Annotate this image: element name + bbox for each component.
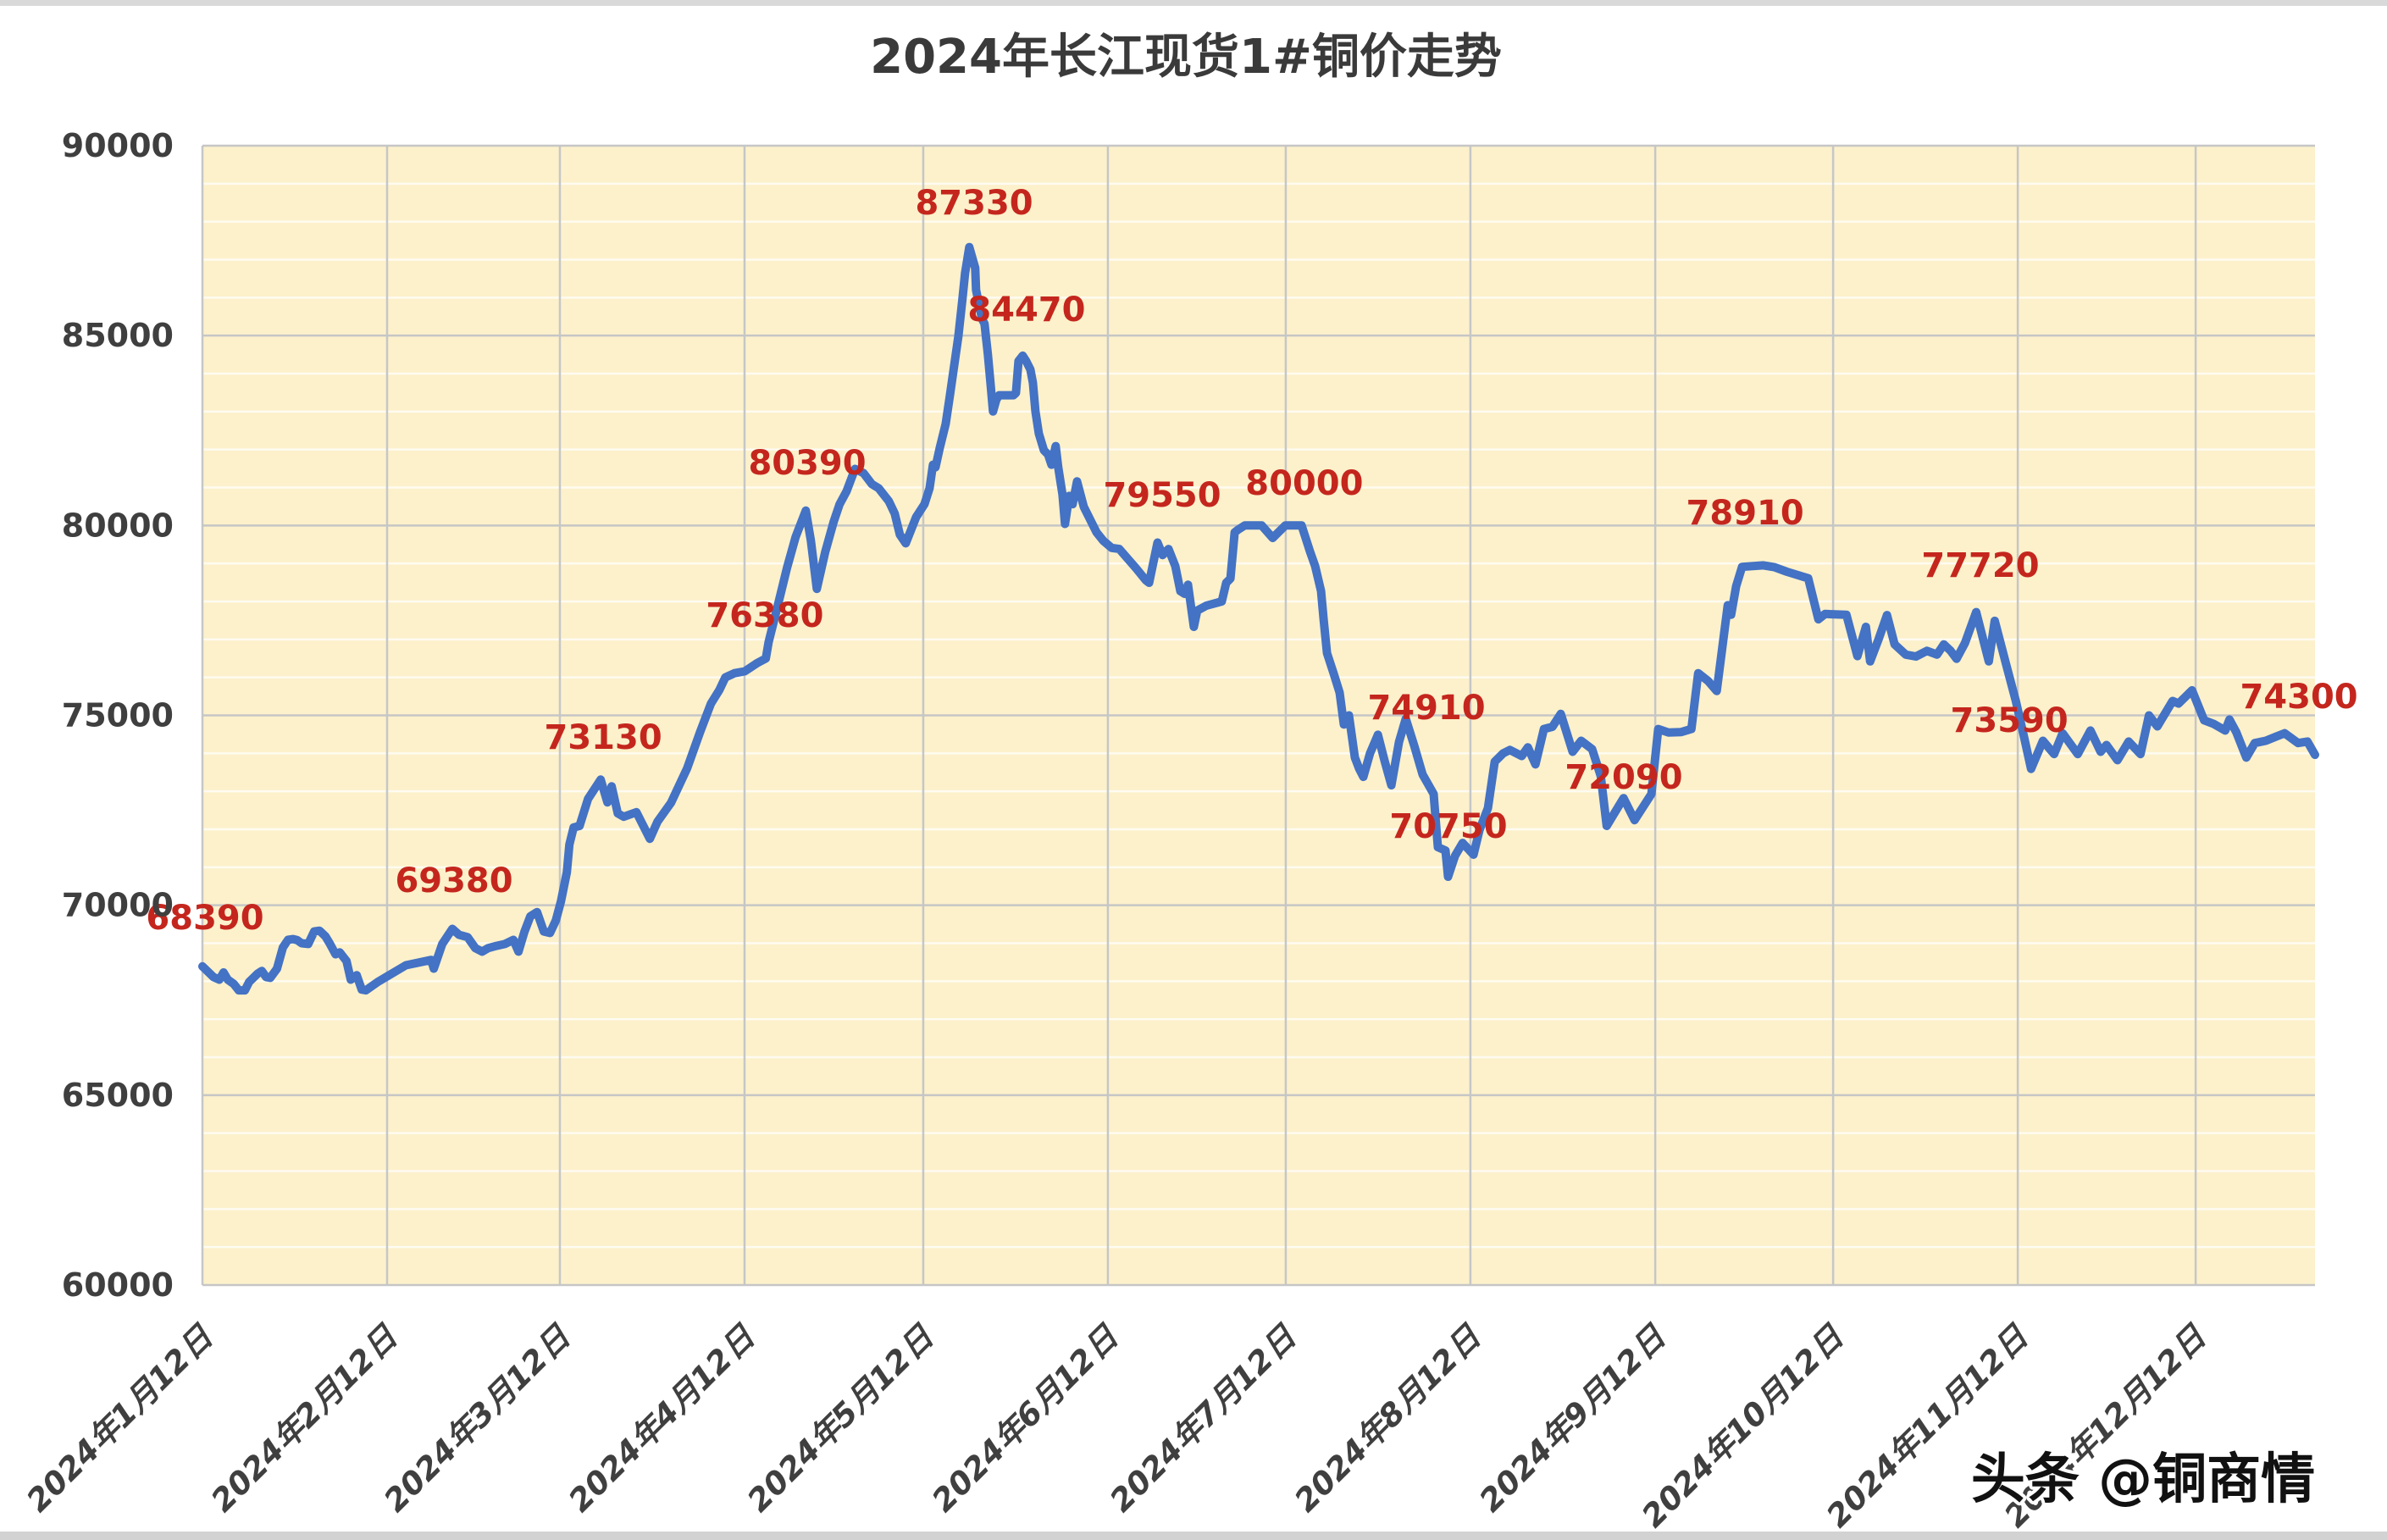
data-label: 76380 [706,596,823,635]
data-label: 70750 [1389,807,1507,846]
x-axis-tick-label: 2024年1月12日 [19,1318,221,1520]
data-label: 87330 [915,184,1033,223]
data-label: 77720 [1921,546,2039,585]
data-label: 80390 [748,444,866,483]
data-label: 79550 [1103,476,1221,515]
x-axis-tick-label: 2024年5月12日 [740,1318,942,1520]
x-axis-tick-label: 2024年9月12日 [1472,1318,1674,1520]
y-axis-tick-label: 90000 [62,127,174,164]
gridlines [201,144,2315,1287]
data-label: 68390 [146,899,263,938]
price-series [198,242,2319,995]
y-axis-tick-label: 60000 [62,1266,174,1304]
x-axis-tick-label: 2024年10月12日 [1635,1318,1852,1535]
y-axis-tick-label: 80000 [62,507,174,544]
x-axis-tick-label: 2024年8月12日 [1288,1318,1489,1520]
data-label: 73590 [1951,701,2069,740]
bottom-edge-strip [0,1532,2387,1540]
x-axis-tick-label: 2024年3月12日 [377,1318,579,1520]
data-labels: 68390 69380 73130 76380 80390 87330 84470 79550… [146,184,2357,938]
top-edge-strip [0,0,2387,6]
y-axis-tick-label: 85000 [62,317,174,354]
data-label: 78910 [1686,494,1804,533]
data-label: 84470 [967,291,1085,330]
data-label: 73130 [545,718,662,757]
y-axis-tick-label: 75000 [62,697,174,734]
data-label: 74300 [2240,678,2357,717]
y-axis-tick-label: 65000 [62,1077,174,1114]
y-axis-tick-label: 70000 [62,887,174,924]
x-axis-tick-label: 2024年7月12日 [1103,1318,1304,1520]
x-axis-tick-label: 2024年6月12日 [925,1318,1127,1520]
data-label: 80000 [1245,464,1363,503]
price-line [198,242,2319,995]
data-label: 69380 [395,861,512,900]
chart-title: 2024年长江现货1#铜价走势 [870,30,1502,85]
data-label: 74910 [1367,689,1485,728]
x-axis-tick-label: 2024年2月12日 [204,1318,406,1520]
data-label: 72090 [1565,758,1682,797]
watermark-text: 头条 @铜商情 [1971,1449,2315,1511]
x-axis-tick-label: 2024年4月12日 [562,1318,763,1520]
